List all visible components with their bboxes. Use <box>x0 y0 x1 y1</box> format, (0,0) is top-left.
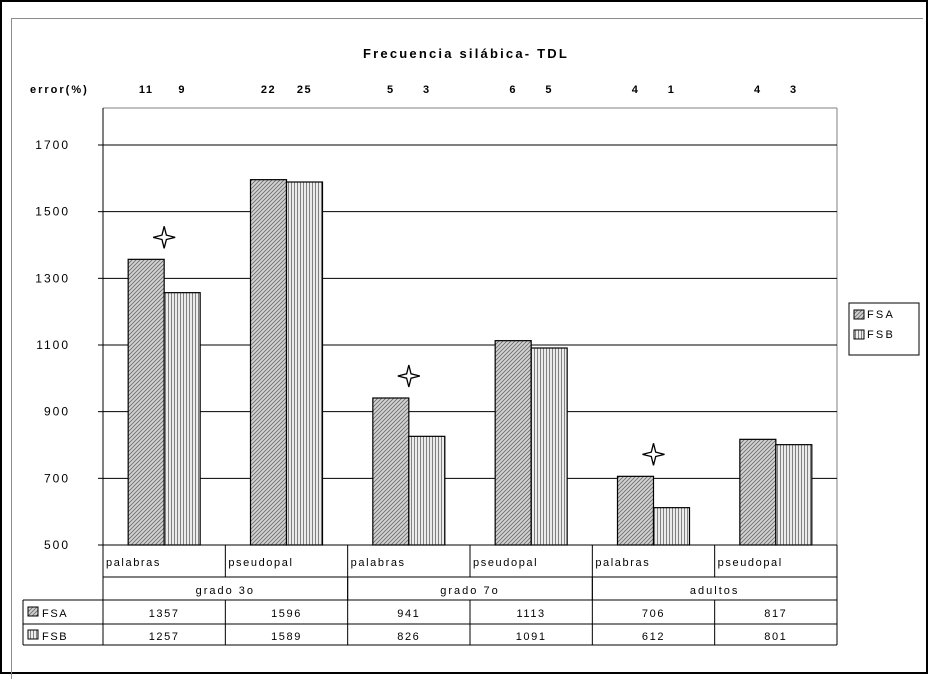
table-value-fsb: 826 <box>397 631 420 643</box>
table-key-swatch-fsb <box>27 629 39 640</box>
table-value-fsa: 941 <box>397 608 420 620</box>
bar-fsa-1 <box>127 258 165 546</box>
y-tick-label: 1100 <box>36 338 70 352</box>
error-value-fsa: 5 <box>387 84 395 96</box>
y-tick-label: 1700 <box>35 138 70 152</box>
y-tick-label: 500 <box>44 538 70 552</box>
x-category-label: pseudopal <box>718 557 783 569</box>
y-tick-label: 1300 <box>35 271 70 285</box>
legend: FSA FSB <box>848 302 920 356</box>
bar-fsb-3 <box>408 435 446 546</box>
bars <box>127 179 813 546</box>
legend-label-fsb: FSB <box>867 329 895 341</box>
table-value-fsa: 706 <box>642 608 665 620</box>
significance-star-marker <box>642 443 665 466</box>
gridlines <box>102 107 838 545</box>
x-category-label: pseudopal <box>228 557 293 569</box>
x-group-label: grado 3o <box>196 585 255 597</box>
data-table: palabras pseudopal palabras pseudopal palabr… <box>22 544 838 646</box>
table-value-fsb: 1257 <box>149 631 180 643</box>
table-value-fsb: 1091 <box>516 631 547 643</box>
bar-fsa-6 <box>739 438 777 546</box>
table-series-label: FSB <box>42 631 68 643</box>
table-value-fsa: 817 <box>764 608 787 620</box>
significance-star-marker <box>153 226 176 249</box>
error-value-fsa: 6 <box>509 84 517 96</box>
table-value-fsb: 801 <box>764 631 787 643</box>
bar-fsb-2 <box>285 181 324 546</box>
significance-star-marker <box>397 364 420 388</box>
significance-markers <box>153 226 665 466</box>
bar-fsb-4 <box>530 347 568 546</box>
error-values: 11 9 22 25 5 3 6 5 4 1 4 3 <box>139 84 798 96</box>
y-tick-label: 900 <box>44 405 70 419</box>
table-value-fsa: 1357 <box>149 608 180 620</box>
legend-swatch-fsa <box>853 309 865 320</box>
bar-fsb-6 <box>775 444 813 546</box>
error-value-fsa: 11 <box>139 84 154 96</box>
legend-label-fsa: FSA <box>867 309 895 321</box>
error-value-fsb: 5 <box>545 84 553 96</box>
error-value-fsb: 25 <box>297 84 312 96</box>
error-value-fsb: 3 <box>790 84 798 96</box>
table-key-swatch-fsa <box>27 606 39 617</box>
bar-fsa-2 <box>249 179 288 546</box>
table-value-fsb: 1589 <box>271 631 302 643</box>
error-value-fsb: 3 <box>423 84 431 96</box>
x-category-label: palabras <box>595 557 650 569</box>
error-value-fsa: 4 <box>754 84 762 96</box>
bar-fsb-5 <box>652 507 691 546</box>
legend-swatch-fsb <box>853 329 865 340</box>
y-axis: 500 700 900 1100 1300 1500 1700 <box>35 138 103 552</box>
bar-fsa-4 <box>494 340 532 546</box>
error-value-fsb: 1 <box>668 84 676 96</box>
x-category-label: pseudopal <box>473 557 538 569</box>
error-value-fsa: 4 <box>632 84 640 96</box>
chart-title: Frecuencia silábica- TDL <box>363 46 569 61</box>
y-tick-label: 700 <box>44 471 70 485</box>
table-value-fsb: 612 <box>642 631 665 643</box>
chart-area-border <box>11 18 923 679</box>
x-group-label: adultos <box>690 585 739 597</box>
x-category-label: palabras <box>351 557 406 569</box>
x-group-label: grado 7o <box>440 585 499 597</box>
error-value-fsb: 9 <box>178 84 186 96</box>
bar-fsa-5 <box>616 475 655 546</box>
table-series-label: FSA <box>42 608 68 620</box>
y-tick-label: 1500 <box>35 205 70 219</box>
x-category-label: palabras <box>106 557 161 569</box>
error-value-fsa: 22 <box>261 84 276 96</box>
bar-fsb-1 <box>163 292 201 546</box>
bar-fsa-3 <box>372 397 410 546</box>
table-value-fsa: 1113 <box>517 608 546 620</box>
table-value-fsa: 1596 <box>271 608 302 620</box>
error-row-label: error(%) <box>30 84 89 96</box>
